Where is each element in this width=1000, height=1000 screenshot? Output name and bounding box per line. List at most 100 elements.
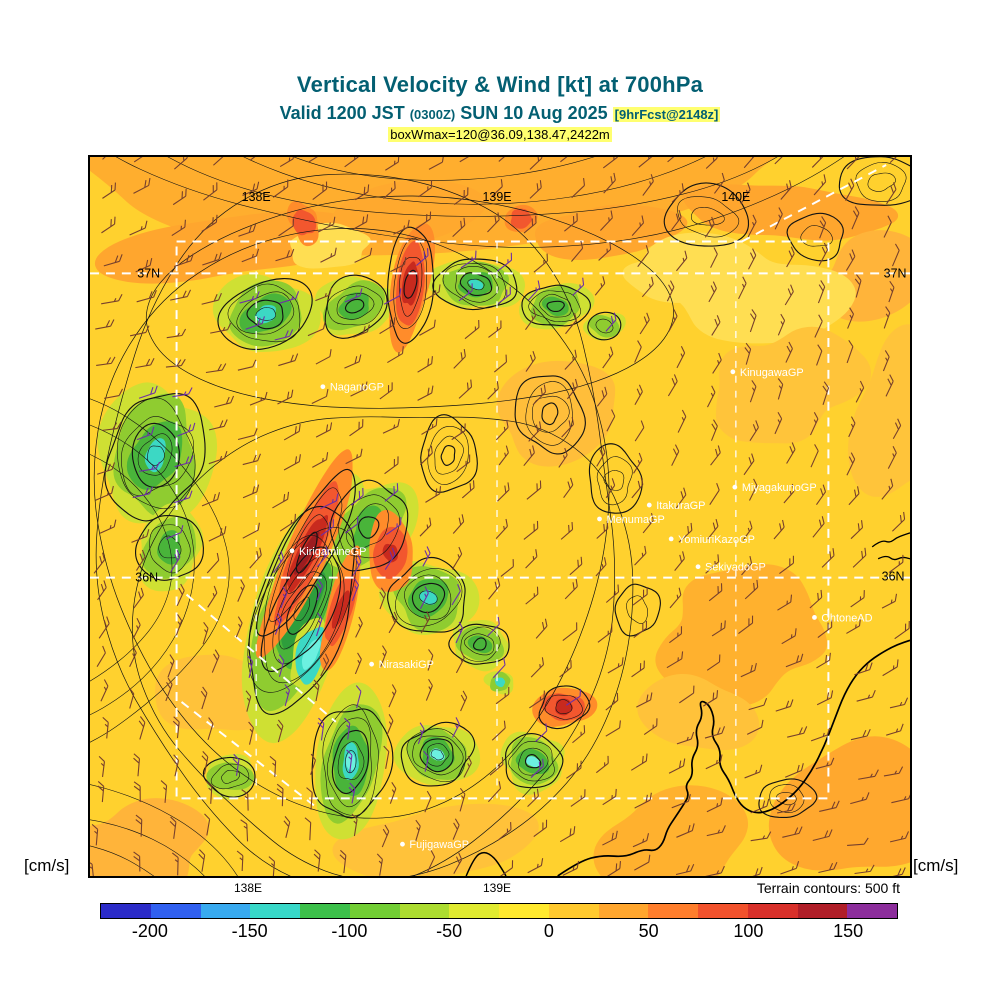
wind-barb [208, 526, 227, 542]
wind-barb [852, 547, 867, 568]
wind-barb [811, 157, 825, 168]
colorbar-tick-label: -200 [131, 921, 168, 941]
colorbar-tick-label: -150 [231, 921, 268, 941]
wind-barb [666, 280, 675, 302]
wind-barb [714, 172, 725, 194]
colorbar-tick-label: 150 [833, 921, 864, 941]
wind-barb [488, 320, 502, 338]
wind-barb [785, 653, 804, 668]
wind-barb [315, 612, 323, 637]
wind-barb [500, 559, 514, 577]
wind-barb [351, 578, 360, 602]
wind-barb [128, 687, 135, 709]
wind-barb [710, 419, 718, 441]
wind-barb [135, 257, 153, 273]
wind-barb [133, 587, 144, 609]
wind-barb [352, 214, 369, 230]
wind-barb [382, 418, 400, 434]
wind-barb [211, 649, 220, 673]
wind-barb [460, 250, 477, 269]
wind-barb [175, 614, 183, 636]
wind-barb [706, 797, 723, 813]
wind-barb [386, 714, 394, 736]
wind-barb [422, 546, 431, 567]
wind-barb [856, 689, 876, 702]
wind-barb [602, 788, 617, 806]
colorbar-segment [847, 904, 897, 918]
wind-barb [605, 861, 622, 876]
wind-barb [98, 755, 106, 778]
wind-barb [283, 454, 301, 471]
wind-barb [597, 624, 613, 643]
wind-barb [525, 549, 538, 569]
wind-barb [349, 419, 364, 437]
wind-barb [643, 718, 658, 736]
wind-barb [201, 214, 218, 232]
wind-barb [453, 852, 463, 874]
wind-barb [634, 545, 647, 566]
wind-barb [559, 826, 576, 843]
colorbar-segment [648, 904, 698, 918]
wind-barb [525, 350, 536, 372]
wind-barb [214, 395, 235, 408]
wind-barb [452, 217, 466, 238]
wind-barb [785, 341, 793, 363]
wind-barb [170, 289, 192, 301]
wind-barb [388, 611, 398, 634]
wind-barb [389, 782, 397, 804]
wind-barb [487, 616, 500, 637]
wind-barb [97, 781, 105, 803]
wind-barb [279, 157, 295, 168]
wind-barb [132, 617, 141, 639]
wind-barb [424, 790, 432, 813]
wind-barb [642, 174, 654, 196]
wind-barb [355, 184, 370, 201]
wind-barb [307, 321, 326, 337]
wind-barb [634, 340, 642, 363]
colorbar [100, 903, 898, 919]
wind-barb [883, 766, 904, 777]
wind-barb [173, 490, 193, 504]
wind-barb [744, 866, 763, 876]
wind-barb [605, 478, 616, 499]
wind-barb [461, 480, 475, 499]
wind-barb [560, 521, 574, 540]
wind-barb [390, 256, 407, 273]
wind-barb [428, 157, 445, 170]
wind-barb [525, 586, 539, 605]
wind-barb [605, 312, 617, 332]
wind-barb [451, 584, 461, 606]
wind-barb [268, 856, 276, 876]
wind-barb [355, 685, 362, 709]
wind-barb [710, 247, 718, 268]
wind-barb [129, 325, 150, 337]
wind-barb [232, 753, 240, 776]
coastline-layer [465, 532, 910, 876]
map-frame: 138E 139E 140E 37N 37N 36N 36N NaganoGP Kinugawa… [88, 155, 912, 878]
wind-barb [634, 792, 652, 809]
wind-barb [784, 763, 804, 778]
wind-barb [708, 281, 717, 303]
wind-barb [595, 755, 609, 774]
wind-barb [606, 409, 616, 432]
wind-barb [780, 180, 792, 200]
vv-shading-layer [90, 157, 910, 876]
wind-barb [600, 210, 613, 231]
map-label-layer: 138E 139E 140E 37N 37N 36N 36N NaganoGP Kinugawa… [135, 190, 906, 851]
wind-barb [415, 819, 421, 842]
station-label: KirigamineGP [299, 546, 367, 558]
wind-barb [379, 587, 386, 610]
wind-barb [273, 551, 284, 573]
wind-barb [427, 649, 434, 671]
lon-label-top: 138E [242, 190, 271, 204]
wind-barb [495, 686, 510, 705]
wind-barb [845, 249, 856, 271]
wind-barb [786, 442, 796, 464]
wind-barb [850, 520, 864, 540]
wind-barb [565, 313, 577, 335]
wind-barb [631, 660, 645, 678]
wind-barb [242, 181, 260, 196]
wind-barb [245, 690, 252, 712]
wind-barb [743, 453, 755, 476]
colorbar-segment [399, 904, 450, 918]
